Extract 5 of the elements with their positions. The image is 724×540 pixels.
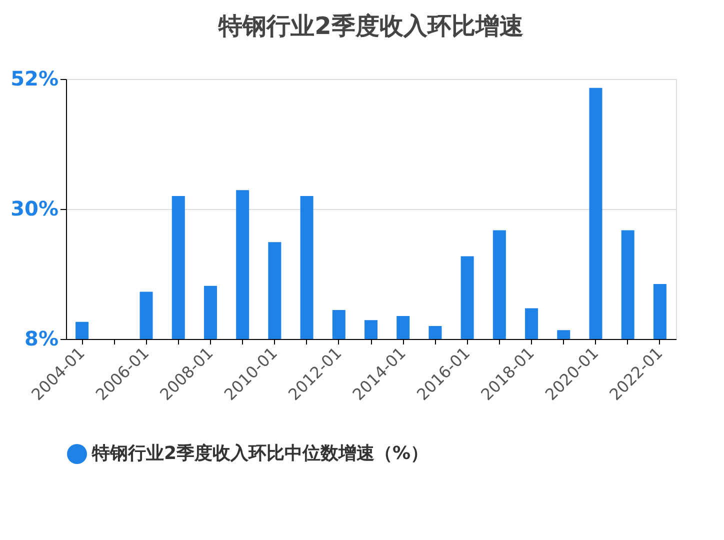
legend-label: 特钢行业2季度收入环比中位数增速（%） (91, 443, 429, 464)
chart-title: 特钢行业2季度收入环比增速 (218, 12, 524, 40)
y-tick-label: 8% (24, 326, 58, 350)
y-tick-label: 30% (10, 196, 58, 220)
y-tick-label: 52% (10, 66, 58, 90)
